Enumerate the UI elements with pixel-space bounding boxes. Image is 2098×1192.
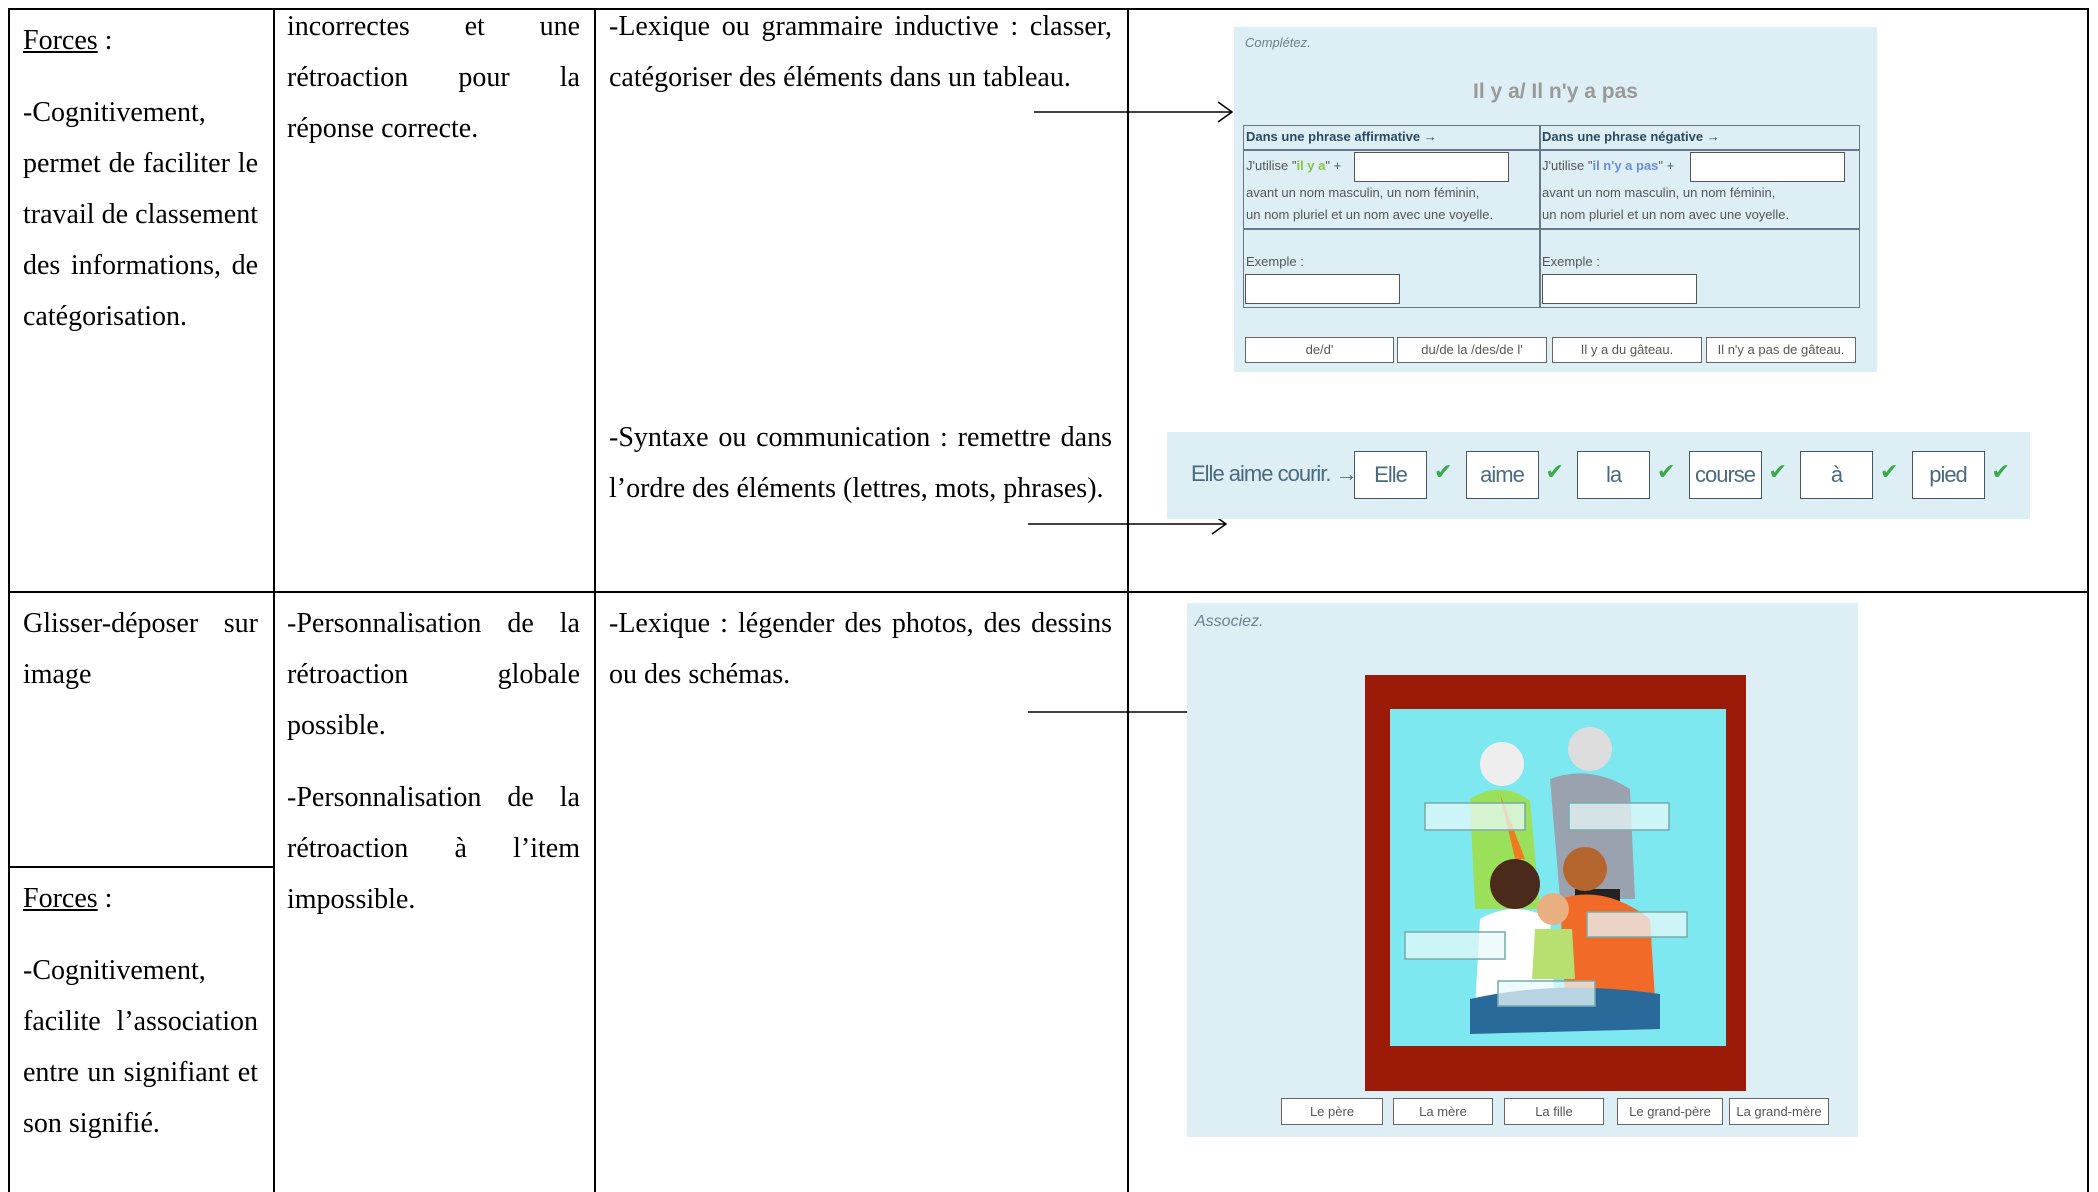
border <box>8 8 2088 10</box>
title: Il y a/ Il n'y a pas <box>1473 80 1638 103</box>
drop-zone[interactable] <box>1586 911 1688 938</box>
cell-text: Glisser-déposer sur image <box>23 608 258 690</box>
cell-text: -Cognitivement, permet de faciliter le t… <box>23 97 258 332</box>
sentence: Elle aime courir. → <box>1191 461 1358 486</box>
exercise-table: Complétez. Il y a/ Il n'y a pas Dans une… <box>1234 27 1877 372</box>
figure <box>1490 859 1540 909</box>
grid <box>1243 125 1860 308</box>
choice[interactable]: du/de la /des/de l' <box>1397 337 1547 363</box>
drop-zone[interactable] <box>1497 980 1596 1007</box>
check-icon: ✔ <box>1991 460 2010 485</box>
cell-text: Forces : <box>23 15 258 66</box>
paragraph: incorrectes et une rétroaction pour la r… <box>287 11 580 144</box>
arrow-head <box>1217 101 1234 123</box>
text: " + <box>1658 158 1675 173</box>
text: J'utilise " <box>1246 158 1297 173</box>
cell-text: -Personnalisation de la rétroaction glob… <box>287 608 580 741</box>
border <box>8 866 274 868</box>
rule: J'utilise "il y a" + <box>1246 158 1341 173</box>
example: Exemple : <box>1542 254 1600 269</box>
figure <box>1563 847 1607 891</box>
border <box>1127 8 1129 1192</box>
label: Forces <box>23 25 98 56</box>
choice[interactable]: Il y a du gâteau. <box>1552 337 1702 363</box>
word-box[interactable]: la <box>1577 451 1650 499</box>
drop-zone[interactable] <box>1568 802 1670 831</box>
word-box[interactable]: pied <box>1911 451 1985 499</box>
label-suffix: : <box>97 883 113 914</box>
figure <box>1537 893 1569 925</box>
column-header: Dans une phrase affirmative → <box>1246 129 1437 144</box>
drop-zone[interactable] <box>1404 931 1506 960</box>
check-icon: ✔ <box>1434 460 1453 485</box>
grid <box>1243 228 1860 230</box>
cell-text: -Syntaxe ou communication : remettre dan… <box>609 422 1112 504</box>
text: " + <box>1325 158 1342 173</box>
cell-text: -Cognitivement, facilite l’association e… <box>23 955 258 1139</box>
cell-text: incorrectes et une rétroaction pour la r… <box>287 1 580 174</box>
note: avant un nom masculin, un nom féminin, <box>1542 185 1776 200</box>
rule: J'utilise "il n'y a pas" + <box>1542 158 1674 173</box>
check-icon: ✔ <box>1545 460 1564 485</box>
input[interactable] <box>1542 274 1697 304</box>
word-box[interactable]: aime <box>1465 451 1539 499</box>
input[interactable] <box>1354 152 1509 182</box>
label-suffix: : <box>97 25 113 56</box>
keyword: il n'y a pas <box>1592 158 1659 173</box>
instruction: Complétez. <box>1245 35 1311 50</box>
check-icon: ✔ <box>1880 460 1899 485</box>
border <box>8 8 10 1192</box>
label: Forces <box>23 883 98 914</box>
label-choice[interactable]: La mère <box>1393 1098 1493 1125</box>
cell-text: -Personnalisation de la rétroaction à l’… <box>287 782 580 915</box>
figure <box>1568 727 1612 771</box>
input[interactable] <box>1245 274 1400 304</box>
choice[interactable]: Il n'y a pas de gâteau. <box>1706 337 1856 363</box>
grid <box>1243 149 1860 151</box>
keyword: il y a <box>1296 158 1326 173</box>
word-box[interactable]: Elle <box>1354 451 1427 499</box>
figure <box>1480 742 1524 786</box>
cell-text: -Lexique ou grammaire inductive : classe… <box>609 11 1112 93</box>
label-choice[interactable]: La fille <box>1504 1098 1604 1125</box>
border <box>273 8 275 1192</box>
note: un nom pluriel et un nom avec une voyell… <box>1246 207 1494 222</box>
label-choice[interactable]: La grand-mère <box>1729 1098 1829 1125</box>
check-icon: ✔ <box>1657 460 1676 485</box>
word-box[interactable]: course <box>1688 451 1762 499</box>
column-header: Dans une phrase négative → <box>1542 129 1720 144</box>
exercise-image: Associez. Le père La mère La fille Le gr… <box>1187 603 1858 1137</box>
label-choice[interactable]: Le père <box>1281 1098 1383 1125</box>
exercise-order: Elle aime courir. → Elle ✔ aime ✔ la ✔ course ✔… <box>1167 432 2030 519</box>
drop-zone[interactable] <box>1424 802 1526 831</box>
family-picture <box>1390 709 1726 1046</box>
note: avant un nom masculin, un nom féminin, <box>1246 185 1480 200</box>
note: un nom pluriel et un nom avec une voyell… <box>1542 207 1790 222</box>
word-box[interactable]: à <box>1800 451 1873 499</box>
grid <box>1539 125 1541 308</box>
figure <box>1532 929 1575 979</box>
instruction: Associez. <box>1195 613 1264 630</box>
example: Exemple : <box>1246 254 1304 269</box>
border <box>8 591 2088 593</box>
choice[interactable]: de/d' <box>1245 337 1394 363</box>
input[interactable] <box>1690 152 1845 182</box>
border <box>594 8 596 1192</box>
cell-text: -Lexique : légender des photos, des dess… <box>609 608 1112 690</box>
text: J'utilise " <box>1542 158 1593 173</box>
cell-text: Forces : <box>23 873 258 924</box>
border <box>2087 8 2089 1192</box>
label-choice[interactable]: Le grand-père <box>1617 1098 1723 1125</box>
check-icon: ✔ <box>1768 460 1787 485</box>
